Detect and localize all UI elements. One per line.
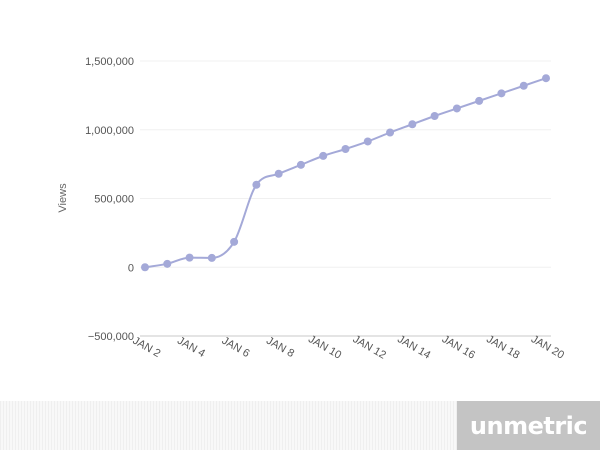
data-point[interactable] xyxy=(497,89,506,98)
data-point[interactable] xyxy=(274,169,283,178)
series-views xyxy=(141,74,550,272)
data-point[interactable] xyxy=(475,96,484,105)
x-axis: JAN 2 JAN 4 JAN 6 JAN 8 JAN 10 JAN 12 JAN 14 JA… xyxy=(131,333,567,361)
data-point[interactable] xyxy=(363,137,372,146)
x-tick-label: JAN 10 xyxy=(306,333,343,361)
footer-bar: unmetric xyxy=(0,401,600,450)
x-tick-label: JAN 4 xyxy=(175,335,207,360)
x-tick-label: JAN 20 xyxy=(529,333,566,361)
data-point[interactable] xyxy=(319,151,328,160)
data-point[interactable] xyxy=(230,237,239,246)
data-point[interactable] xyxy=(542,74,550,83)
brand-logo: unmetric xyxy=(457,401,600,450)
data-point[interactable] xyxy=(341,145,350,153)
grid-lines xyxy=(140,60,551,337)
y-tick-label: 1,000,000 xyxy=(85,125,134,137)
x-tick-label: JAN 12 xyxy=(351,333,388,361)
y-tick-label: 0 xyxy=(128,262,134,274)
data-point[interactable] xyxy=(386,128,395,137)
data-point[interactable] xyxy=(296,160,305,169)
data-point[interactable] xyxy=(207,253,216,262)
data-point[interactable] xyxy=(185,253,194,262)
chart-area: 1,500,000 1,000,000 500,000 0 −500,000 JAN 2… xyxy=(57,56,567,362)
y-tick-label: 1,500,000 xyxy=(85,56,134,68)
y-tick-label: −500,000 xyxy=(88,331,134,343)
y-tick-label: 500,000 xyxy=(94,194,134,206)
data-point[interactable] xyxy=(408,120,417,129)
brand-name: unmetric xyxy=(469,411,588,440)
x-tick-label: JAN 18 xyxy=(484,333,521,361)
data-point[interactable] xyxy=(519,81,528,90)
y-axis-title: Views xyxy=(57,183,69,213)
x-tick-label: JAN 16 xyxy=(440,333,477,361)
x-tick-label: JAN 14 xyxy=(395,333,432,361)
data-point[interactable] xyxy=(452,104,461,113)
data-point[interactable] xyxy=(163,259,172,268)
x-tick-label: JAN 8 xyxy=(264,335,296,360)
data-point[interactable] xyxy=(252,180,261,189)
y-axis: 1,500,000 1,000,000 500,000 0 −500,000 xyxy=(85,56,134,343)
x-tick-label: JAN 2 xyxy=(131,335,163,360)
data-point[interactable] xyxy=(430,112,439,120)
data-point[interactable] xyxy=(141,263,149,272)
series-line xyxy=(144,77,547,269)
x-tick-label: JAN 6 xyxy=(220,335,252,360)
line-chart: 1,500,000 1,000,000 500,000 0 −500,000 JAN 2… xyxy=(57,56,567,362)
